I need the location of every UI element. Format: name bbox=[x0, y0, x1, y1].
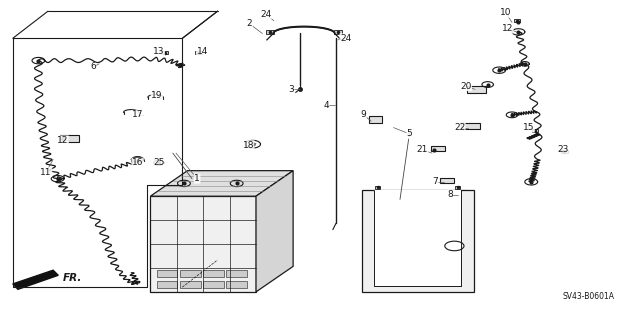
Bar bbox=[532, 129, 538, 132]
Bar bbox=[195, 51, 202, 54]
Text: 25: 25 bbox=[153, 158, 164, 167]
Text: 16: 16 bbox=[132, 158, 143, 167]
Bar bbox=[455, 186, 460, 189]
Bar bbox=[162, 51, 168, 54]
Bar bbox=[150, 196, 256, 292]
Bar bbox=[514, 19, 520, 22]
Polygon shape bbox=[150, 171, 293, 196]
Text: SV43-B0601A: SV43-B0601A bbox=[563, 293, 614, 301]
Bar bbox=[60, 135, 79, 142]
Bar bbox=[157, 281, 177, 288]
Text: 7: 7 bbox=[433, 177, 438, 186]
Text: 18: 18 bbox=[243, 141, 254, 150]
Bar bbox=[369, 116, 382, 123]
Bar bbox=[440, 178, 454, 183]
Bar bbox=[374, 190, 461, 286]
Text: 6: 6 bbox=[90, 63, 95, 71]
Text: 23: 23 bbox=[557, 145, 569, 154]
Bar bbox=[362, 190, 474, 292]
Text: 14: 14 bbox=[196, 47, 208, 56]
Text: 19: 19 bbox=[151, 91, 163, 100]
Text: FR.: FR. bbox=[63, 273, 82, 284]
Text: 11: 11 bbox=[40, 168, 52, 177]
Text: 21: 21 bbox=[417, 145, 428, 154]
Bar bbox=[467, 86, 486, 93]
Text: 12: 12 bbox=[502, 24, 513, 33]
Bar bbox=[334, 30, 342, 34]
Bar bbox=[266, 30, 274, 34]
Bar bbox=[204, 270, 224, 277]
Bar bbox=[204, 281, 224, 288]
Text: 1: 1 bbox=[195, 174, 200, 183]
Text: 8: 8 bbox=[447, 190, 452, 199]
Bar bbox=[452, 190, 467, 196]
Text: 17: 17 bbox=[132, 110, 143, 119]
Bar bbox=[561, 150, 568, 153]
Polygon shape bbox=[256, 171, 293, 292]
Polygon shape bbox=[13, 270, 58, 289]
Text: 22: 22 bbox=[454, 123, 465, 132]
Bar bbox=[180, 270, 201, 277]
Text: 13: 13 bbox=[153, 47, 164, 56]
Bar bbox=[180, 281, 201, 288]
Text: 20: 20 bbox=[460, 82, 472, 91]
Text: 9: 9 bbox=[361, 110, 366, 119]
Text: 2: 2 bbox=[247, 19, 252, 28]
Text: 3: 3 bbox=[289, 85, 294, 94]
Bar bbox=[157, 270, 177, 277]
Text: 24: 24 bbox=[260, 10, 271, 19]
Text: 12: 12 bbox=[57, 136, 68, 145]
Bar bbox=[227, 281, 247, 288]
Bar bbox=[227, 270, 247, 277]
Bar bbox=[461, 123, 480, 129]
Bar bbox=[431, 146, 445, 151]
Text: 15: 15 bbox=[523, 123, 534, 132]
Text: 10: 10 bbox=[500, 8, 511, 17]
Text: 5: 5 bbox=[407, 130, 412, 138]
Text: 4: 4 bbox=[324, 101, 329, 110]
Bar bbox=[375, 186, 380, 189]
Text: 24: 24 bbox=[340, 34, 351, 43]
